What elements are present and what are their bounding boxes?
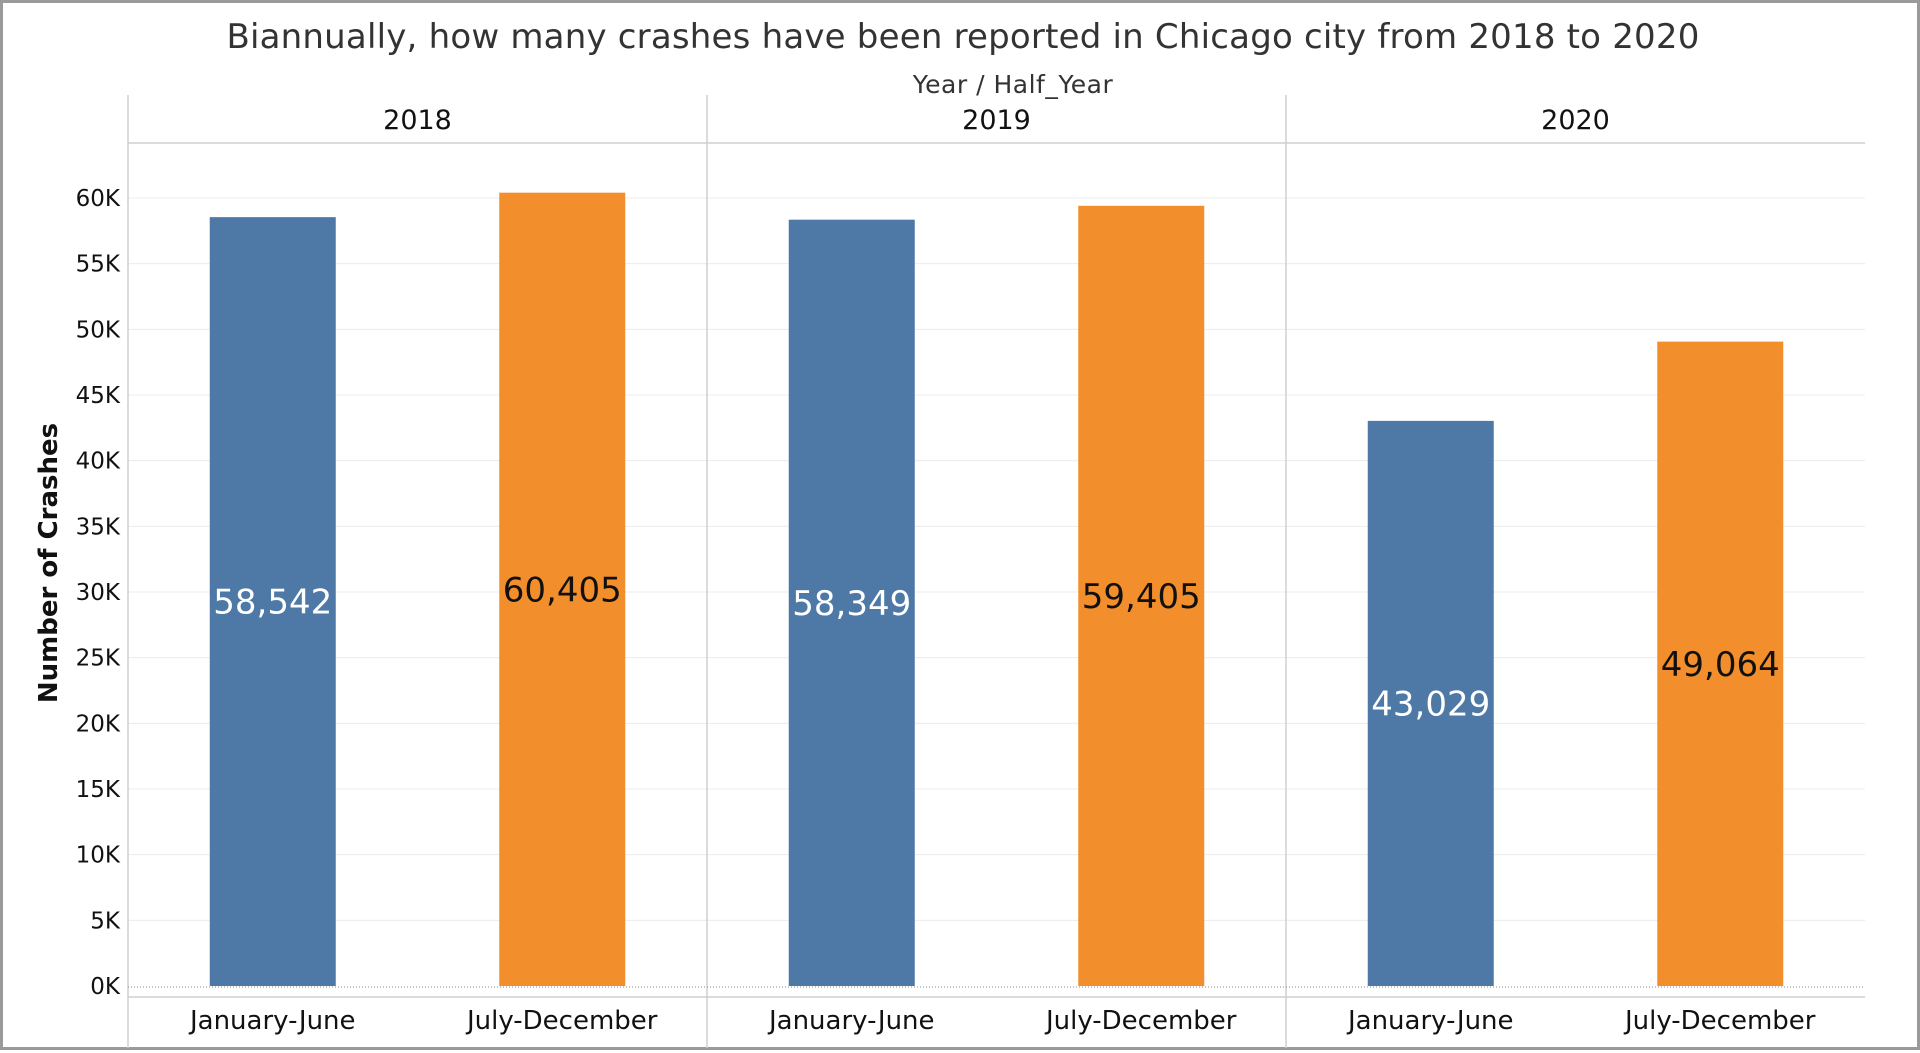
- year-header-label: 2020: [1541, 105, 1610, 136]
- bar: [209, 217, 336, 986]
- bar-data-label: 60,405: [503, 570, 622, 610]
- y-tick-label: 40K: [76, 449, 121, 475]
- year-header-label: 2019: [962, 105, 1031, 136]
- x-category-label: July-December: [465, 1006, 658, 1036]
- bar-data-label: 49,064: [1661, 645, 1780, 685]
- x-category-label: January-June: [1346, 1006, 1514, 1036]
- y-tick-label: 45K: [76, 383, 121, 409]
- bar: [1367, 420, 1494, 986]
- y-tick-label: 50K: [76, 317, 121, 343]
- column-header-label: Year / Half_Year: [912, 70, 1114, 99]
- chart-title: Biannually, how many crashes have been r…: [226, 17, 1700, 57]
- y-tick-label: 0K: [90, 974, 121, 1000]
- panel-dividers: [127, 95, 1865, 1048]
- bar-data-label: 59,405: [1082, 577, 1201, 617]
- x-category-label: July-December: [1044, 1006, 1237, 1036]
- y-tick-label: 25K: [76, 646, 121, 672]
- y-tick-label: 30K: [76, 580, 121, 606]
- year-header-label: 2018: [383, 105, 452, 136]
- bar-data-label: 43,029: [1371, 684, 1490, 724]
- bar: [788, 219, 915, 987]
- bar-data-label: 58,542: [213, 583, 332, 623]
- y-tick-label: 35K: [76, 514, 121, 540]
- y-tick-label: 20K: [76, 711, 121, 737]
- data-labels: 58,542 60,405 58,349 59,405 43,029 49,064: [213, 570, 1779, 724]
- gridlines: [128, 197, 1865, 921]
- y-tick-label: 60K: [76, 186, 121, 212]
- bar-chart: 58,542 60,405 58,349 59,405 43,029 49,064 0K 5…: [34, 70, 1865, 1048]
- y-tick-label: 15K: [76, 777, 121, 803]
- bar: [499, 192, 626, 986]
- y-tick-label: 55K: [76, 252, 121, 278]
- x-category-label: January-June: [188, 1006, 356, 1036]
- x-category-label: January-June: [767, 1006, 935, 1036]
- bars: [209, 192, 1784, 987]
- bar: [1078, 205, 1205, 986]
- x-category-label: July-December: [1623, 1006, 1816, 1036]
- y-tick-label: 10K: [76, 843, 121, 869]
- axes: 0K 5K 10K 15K 20K 25K 30K 35K 40K 45K 50K 55K 60K 201…: [76, 105, 1865, 1036]
- bar-data-label: 58,349: [792, 584, 911, 624]
- bar: [1657, 341, 1784, 987]
- y-axis-title: Number of Crashes: [34, 423, 64, 703]
- y-tick-label: 5K: [90, 908, 121, 934]
